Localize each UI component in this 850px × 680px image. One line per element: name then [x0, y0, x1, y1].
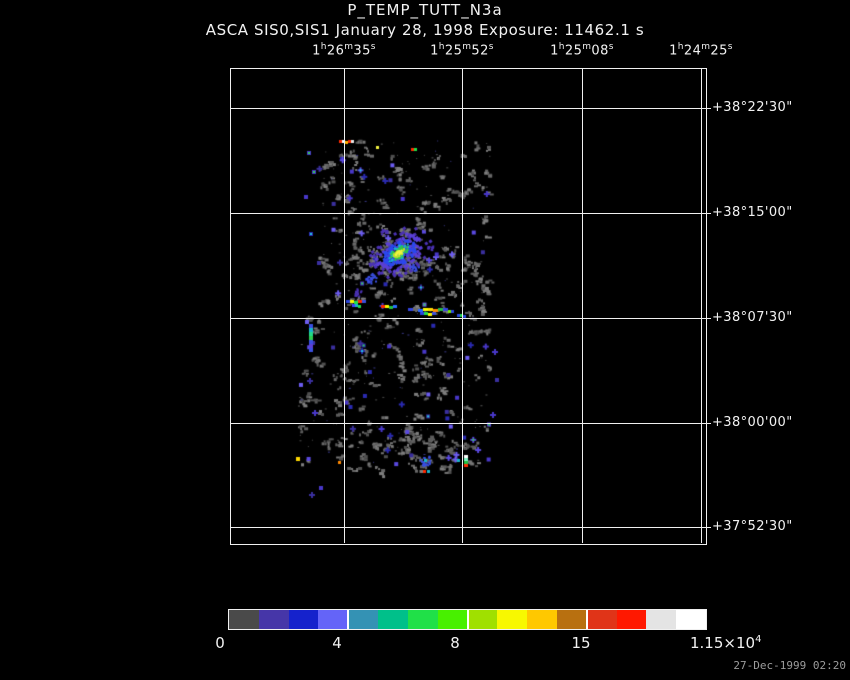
colorbar-tick-label: 15 [571, 634, 591, 652]
dec-tick [705, 318, 711, 319]
colorbar-segment [288, 610, 319, 629]
colorbar-segment [348, 610, 379, 629]
colorbar-tick [585, 610, 588, 629]
colorbar-tick [347, 610, 350, 629]
colorbar-segment [616, 610, 647, 629]
plot-frame [230, 68, 707, 545]
colorbar-segment [318, 610, 349, 629]
colorbar-segment [527, 610, 557, 629]
dec-gridline [230, 213, 705, 214]
dec-tick-label: +38°00'00" [712, 415, 793, 430]
colorbar-segment [556, 610, 587, 629]
dec-tick [705, 213, 711, 214]
colorbar-segment [258, 610, 289, 629]
colorbar-tick-label: 8 [450, 634, 460, 652]
dec-gridline [230, 108, 705, 109]
colorbar-segment [467, 610, 498, 629]
colorbar-segment [407, 610, 438, 629]
colorbar-segment [437, 610, 468, 629]
plot-subtitle: ASCA SIS0,SIS1 January 28, 1998 Exposure… [205, 21, 645, 39]
plot-title: P_TEMP_TUTT_N3a [347, 1, 503, 19]
colorbar-tick-label: 1.15×104 [690, 634, 762, 652]
dec-gridline [230, 527, 705, 528]
dec-tick-label: +38°15'00" [712, 205, 793, 220]
ra-tick-label: 1h26m35s [312, 42, 376, 59]
colorbar-segment [676, 610, 706, 629]
dec-tick [705, 108, 711, 109]
dec-gridline [230, 318, 705, 319]
creation-timestamp: 27-Dec-1999 02:20 [733, 659, 846, 672]
dec-tick-label: +37°52'30" [712, 519, 793, 534]
colorbar-segment [229, 610, 259, 629]
dec-gridline [230, 423, 705, 424]
dec-tick [705, 423, 711, 424]
colorbar-segment [586, 610, 617, 629]
colorbar-tick-label: 0 [215, 634, 225, 652]
ra-tick-label: 1h24m25s [669, 42, 733, 59]
colorbar-tick [466, 610, 469, 629]
dec-tick-label: +38°22'30" [712, 100, 793, 115]
ra-tick-label: 1h25m52s [430, 42, 494, 59]
ra-tick-label: 1h25m08s [550, 42, 614, 59]
colorbar-tick-label: 4 [332, 634, 342, 652]
colorbar-segment [378, 610, 408, 629]
ra-gridline [344, 68, 345, 543]
dec-tick-label: +38°07'30" [712, 310, 793, 325]
ra-gridline [701, 68, 702, 543]
colorbar-segment [646, 610, 677, 629]
dec-tick [705, 527, 711, 528]
ra-gridline [582, 68, 583, 543]
ra-gridline [462, 68, 463, 543]
colorbar-segment [497, 610, 528, 629]
colorbar-strip [228, 609, 707, 630]
